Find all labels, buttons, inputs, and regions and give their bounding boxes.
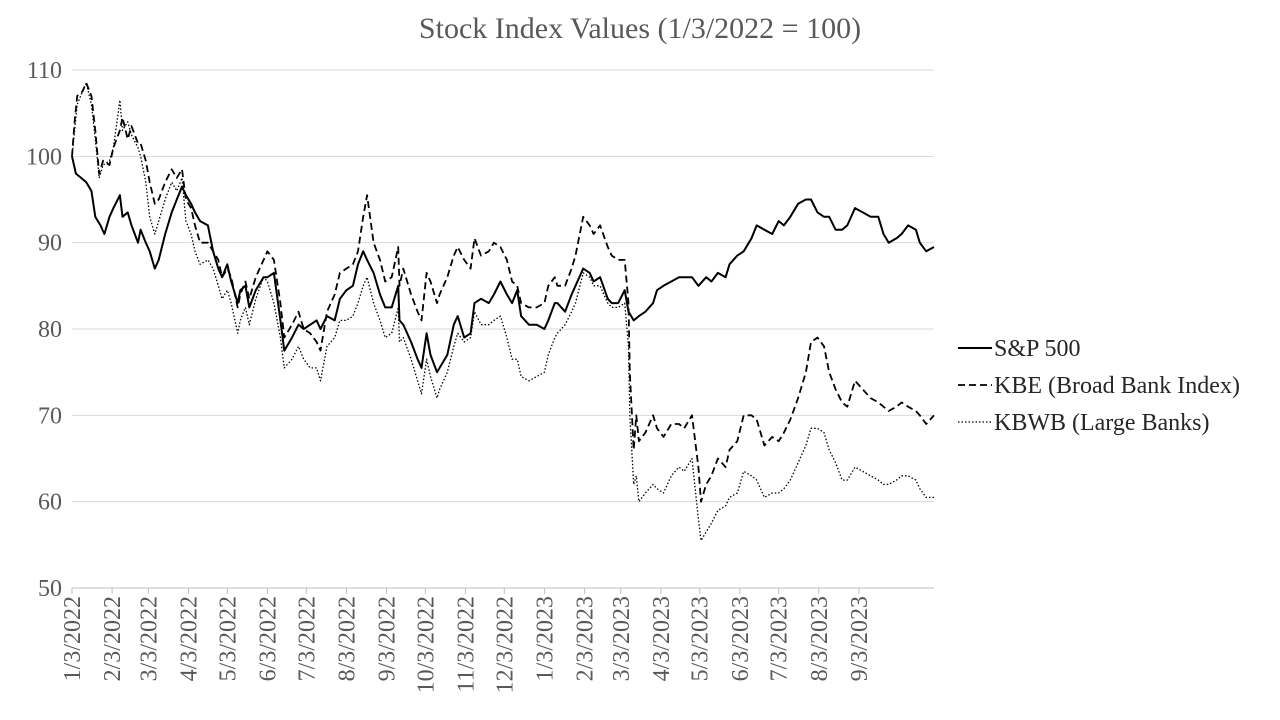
x-tick-label: 2/3/2023 <box>573 596 599 681</box>
y-tick-label: 80 <box>38 317 62 343</box>
y-tick-label: 50 <box>38 576 62 602</box>
x-tick-label: 2/3/2022 <box>100 596 126 681</box>
series-line-kbe-broad-bank-index <box>71 82 935 503</box>
x-tick-label: 8/3/2022 <box>334 596 360 681</box>
x-tick-label: 7/3/2023 <box>767 596 793 681</box>
x-tick-label: 9/3/2023 <box>847 596 873 681</box>
x-tick-label: 4/3/2022 <box>176 596 202 681</box>
x-tick-label: 5/3/2023 <box>688 596 714 681</box>
x-tick-label: 6/3/2022 <box>255 596 281 681</box>
x-tick-label: 9/3/2022 <box>375 596 401 681</box>
series-line-s-p-500 <box>71 156 935 374</box>
chart-title: Stock Index Values (1/3/2022 = 100) <box>418 12 862 45</box>
legend: S&P 500 KBE (Broad Bank Index) KBWB (Large… <box>958 336 1240 436</box>
x-tick-label: 4/3/2023 <box>649 596 675 681</box>
x-tick-label: 1/3/2022 <box>60 596 86 681</box>
x-axis <box>71 587 934 594</box>
x-tick-label: 11/3/2022 <box>453 596 479 692</box>
y-tick-label: 60 <box>38 490 62 516</box>
x-tick-label: 10/3/2022 <box>413 596 439 693</box>
x-tick-label: 7/3/2022 <box>294 596 320 681</box>
legend-label: KBWB (Large Banks) <box>994 410 1210 436</box>
y-tick-label: 70 <box>38 403 62 429</box>
series-line-kbwb-large-banks <box>71 82 934 542</box>
y-axis-tick-labels: 50 60 70 80 90 100 110 <box>26 58 62 602</box>
x-tick-label: 3/3/2022 <box>136 596 162 681</box>
y-tick-label: 100 <box>26 144 62 170</box>
x-tick-label: 3/3/2023 <box>609 596 635 681</box>
y-tick-label: 90 <box>38 231 62 257</box>
y-tick-label: 110 <box>27 58 62 84</box>
legend-label: S&P 500 <box>994 336 1080 362</box>
gridlines <box>72 69 934 503</box>
x-tick-label: 8/3/2023 <box>807 596 833 681</box>
series-lines <box>71 82 935 542</box>
x-tick-label: 1/3/2023 <box>532 596 558 681</box>
legend-label: KBE (Broad Bank Index) <box>994 373 1240 399</box>
x-tick-label: 5/3/2022 <box>215 596 241 681</box>
x-tick-label: 6/3/2023 <box>728 596 754 681</box>
x-axis-tick-labels: 1/3/2022 2/3/2022 3/3/2022 4/3/2022 5/3/2022… <box>60 596 873 693</box>
x-tick-label: 12/3/2022 <box>492 596 518 693</box>
